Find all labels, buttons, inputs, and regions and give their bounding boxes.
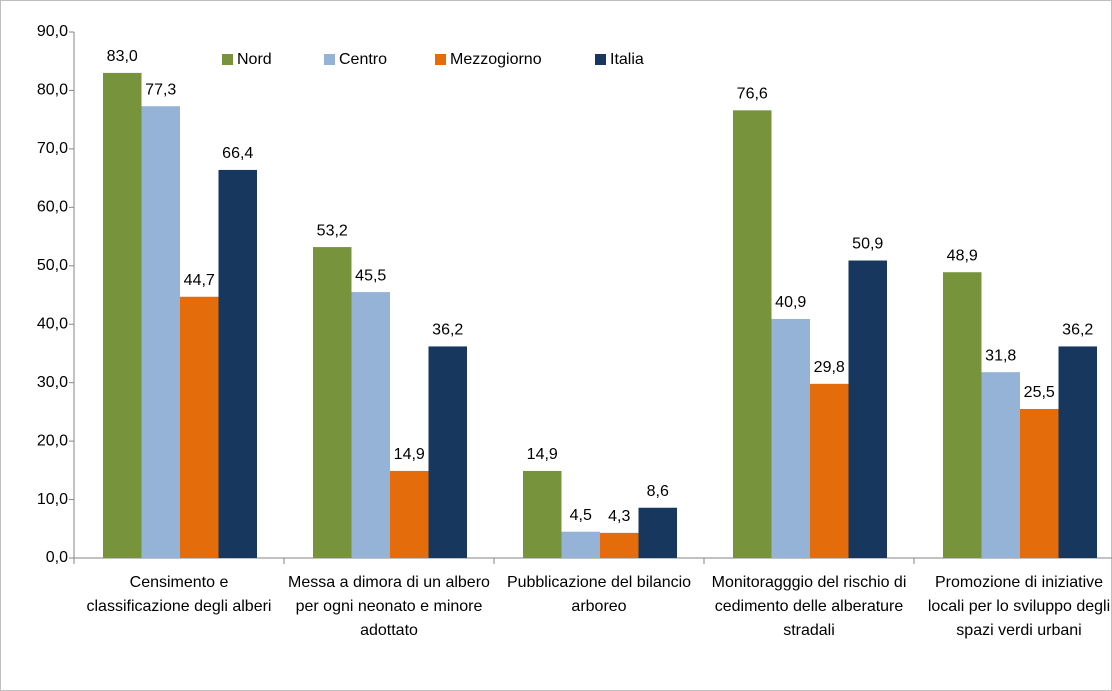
data-label: 14,9 (527, 446, 558, 463)
data-label: 4,5 (570, 507, 592, 524)
bar (141, 106, 180, 559)
data-label: 4,3 (608, 508, 630, 525)
data-label: 40,9 (775, 294, 806, 311)
y-tick-label: 0,0 (46, 549, 68, 566)
y-tick-label: 20,0 (37, 432, 68, 449)
x-tick-label: Promozione di iniziative locali per lo s… (927, 574, 1111, 639)
bar (351, 292, 390, 558)
y-tick-label: 10,0 (37, 491, 68, 508)
data-label: 14,9 (394, 446, 425, 463)
data-label: 8,6 (647, 483, 669, 500)
bar (981, 372, 1020, 558)
data-label: 36,2 (1062, 322, 1093, 339)
legend-swatch (222, 54, 233, 65)
bar (428, 346, 467, 558)
bar (1058, 346, 1097, 558)
data-label: 45,5 (355, 267, 386, 284)
y-tick-label: 80,0 (37, 82, 68, 99)
legend-swatch (324, 54, 335, 65)
legend-label: Nord (237, 51, 272, 68)
data-label: 53,2 (317, 222, 348, 239)
data-label: 44,7 (184, 272, 215, 289)
y-tick-label: 30,0 (37, 374, 68, 391)
y-tick-label: 90,0 (37, 23, 68, 40)
legend-label: Italia (610, 51, 644, 68)
y-tick-label: 50,0 (37, 257, 68, 274)
legend-label: Mezzogiorno (450, 51, 542, 68)
data-label: 25,5 (1024, 384, 1055, 401)
bar (943, 272, 982, 558)
data-label: 76,6 (737, 86, 768, 103)
bar (600, 532, 639, 558)
bar (313, 247, 352, 558)
x-tick-label: Monitoragggio del rischio di cedimento d… (711, 574, 907, 639)
x-tick-label: Messa a dimora di un albero per ogni neo… (288, 574, 490, 639)
bar (523, 470, 562, 558)
x-tick-label: Pubblicazione del bilancio arboreo (506, 574, 692, 615)
data-label: 31,8 (985, 347, 1016, 364)
y-tick-label: 60,0 (37, 199, 68, 216)
bar (561, 531, 600, 558)
bar (1020, 408, 1059, 558)
data-label: 83,0 (107, 48, 138, 65)
data-label: 66,4 (222, 145, 253, 162)
bar (771, 318, 810, 558)
bar (180, 296, 219, 558)
bar (103, 72, 142, 559)
bar (848, 260, 887, 558)
bar (638, 507, 677, 558)
data-label: 77,3 (145, 81, 176, 98)
legend-swatch (595, 54, 606, 65)
y-tick-label: 40,0 (37, 315, 68, 332)
y-tick-label: 70,0 (37, 140, 68, 157)
data-label: 36,2 (432, 322, 463, 339)
x-tick-label: Censimento e classificazione degli alber… (86, 574, 272, 615)
legend-label: Centro (339, 51, 387, 68)
data-label: 48,9 (947, 247, 978, 264)
bar (218, 169, 257, 558)
legend-swatch (435, 54, 446, 65)
data-label: 29,8 (814, 359, 845, 376)
bar (390, 470, 429, 558)
data-label: 50,9 (852, 236, 883, 253)
bar (733, 110, 772, 558)
bar (810, 383, 849, 558)
